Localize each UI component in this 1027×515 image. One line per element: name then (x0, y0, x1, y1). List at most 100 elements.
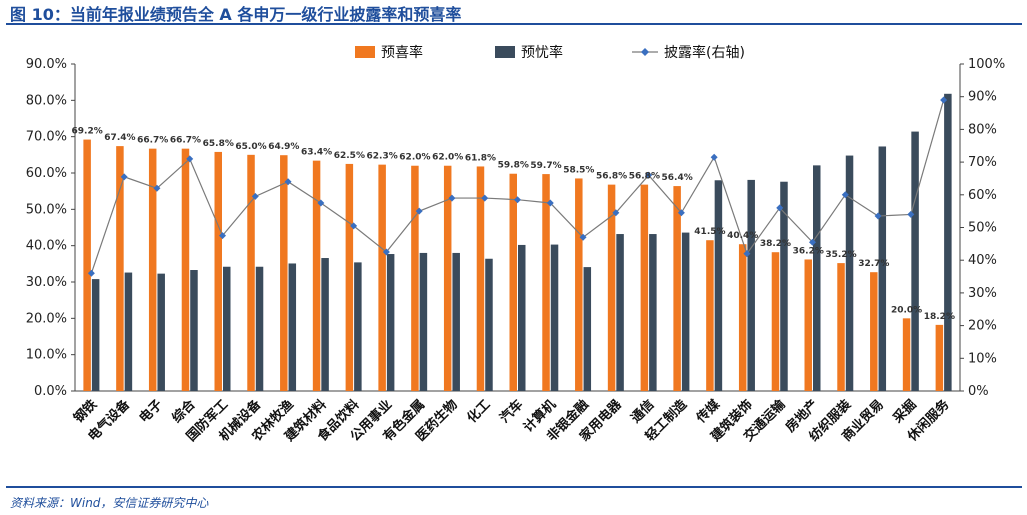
point-pilu (907, 210, 915, 218)
bar-youyou (485, 258, 493, 391)
bar-yuxi (411, 165, 419, 391)
bar-youyou (419, 252, 428, 391)
bar-youyou (681, 232, 690, 391)
point-pilu (940, 96, 948, 104)
legend-label-pilu: 披露率(右轴) (664, 44, 745, 61)
bar-yuxi (870, 272, 878, 391)
legend-swatch-pilu-marker (641, 48, 649, 56)
point-pilu (350, 222, 358, 230)
bar-yuxi (116, 146, 124, 391)
bar-youyou (583, 267, 592, 391)
data-label-yuxi: 61.8% (465, 153, 496, 163)
bar-yuxi (935, 324, 944, 391)
bar-yuxi (312, 160, 321, 391)
category-label: 通信 (628, 397, 658, 427)
y-right-tick-label: 0% (968, 384, 989, 399)
point-pilu (219, 232, 226, 240)
point-pilu (776, 204, 784, 212)
y-right-tick-label: 20% (968, 319, 997, 334)
bar-yuxi (738, 244, 747, 391)
source-note: 资料来源：Wind，安信证券研究中心 (10, 496, 209, 510)
point-pilu (153, 184, 161, 192)
data-label-yuxi: 69.2% (72, 127, 103, 137)
data-label-yuxi: 66.7% (137, 136, 168, 146)
bar-youyou (845, 155, 854, 391)
bar-youyou (550, 244, 559, 391)
point-pilu (677, 209, 685, 217)
bar-yuxi (804, 259, 812, 391)
bar-yuxi (902, 318, 911, 391)
data-label-yuxi: 67.4% (104, 133, 135, 143)
bar-youyou (518, 244, 526, 391)
point-pilu (579, 233, 587, 241)
bar-youyou (91, 279, 100, 391)
point-pilu (284, 178, 292, 186)
point-pilu (841, 191, 849, 199)
data-label-yuxi: 56.8% (629, 172, 660, 182)
bar-yuxi (673, 186, 681, 391)
legend-label-yuxi: 预喜率 (381, 44, 423, 61)
bar-yuxi (214, 151, 222, 391)
y-right-tick-label: 30% (968, 286, 997, 301)
bar-yuxi (542, 174, 550, 391)
chart-data-labels: 69.2%67.4% 66.7% 66.7% 65.8% 65.0% 64.9%63.4%… (72, 127, 955, 322)
legend-label-youyou: 预忧率 (521, 44, 563, 61)
data-label-yuxi: 59.7% (530, 161, 561, 171)
bar-youyou (354, 262, 362, 391)
bar-youyou (780, 181, 788, 391)
data-label-yuxi: 40.4% (727, 231, 758, 241)
data-label-yuxi: 64.9% (268, 142, 299, 152)
figure-title: 图 10：当前年报业绩预告全 A 各申万一级行业披露率和预喜率 (10, 5, 462, 24)
point-pilu (809, 238, 816, 246)
data-label-yuxi: 20.0% (891, 305, 922, 315)
data-label-yuxi: 65.0% (235, 142, 266, 152)
bar-yuxi (476, 166, 485, 391)
point-pilu (612, 209, 620, 217)
point-pilu (645, 171, 653, 179)
chart-legend: 预喜率 预忧率 披露率(右轴) (355, 44, 745, 61)
y-left-tick-label: 80.0% (26, 93, 67, 108)
bar-youyou (944, 93, 952, 391)
category-label: 汽车 (497, 397, 527, 427)
bar-yuxi (181, 148, 190, 391)
bar-yuxi (607, 184, 616, 391)
data-label-yuxi: 56.4% (662, 173, 693, 183)
chart-bars (83, 93, 952, 391)
bar-youyou (223, 266, 231, 391)
data-label-yuxi: 62.3% (367, 152, 398, 162)
bar-yuxi (771, 252, 780, 391)
y-left-tick-label: 60.0% (26, 166, 67, 181)
bar-yuxi (247, 154, 255, 391)
y-right-tick-label: 80% (968, 122, 997, 137)
point-pilu (743, 250, 751, 258)
y-right-tick-label: 100% (968, 57, 1005, 72)
bar-yuxi (148, 148, 157, 391)
y-right-tick-label: 60% (968, 188, 997, 203)
bar-yuxi (280, 155, 288, 391)
y-left-tick-label: 30.0% (26, 275, 67, 290)
point-pilu (514, 196, 521, 204)
bar-yuxi (345, 163, 354, 391)
point-pilu (481, 194, 489, 202)
bar-youyou (911, 131, 919, 391)
bar-yuxi (378, 164, 386, 391)
bar-yuxi (509, 173, 517, 391)
category-label: 电子 (136, 397, 166, 427)
y-left-tick-label: 40.0% (26, 239, 67, 254)
category-label: 综合 (169, 396, 199, 426)
bar-yuxi (837, 263, 845, 391)
bar-youyou (255, 266, 264, 391)
data-label-yuxi: 65.8% (203, 139, 234, 149)
legend-swatch-youyou (495, 46, 515, 58)
data-label-yuxi: 38.2% (760, 239, 791, 249)
data-label-yuxi: 36.2% (793, 246, 824, 256)
bar-youyou (878, 146, 887, 391)
data-label-yuxi: 32.7% (858, 259, 889, 269)
point-pilu (874, 212, 882, 220)
bar-youyou (714, 180, 723, 391)
point-pilu (415, 207, 423, 215)
bar-yuxi (706, 240, 714, 391)
point-pilu (251, 192, 259, 200)
y-right-tick-label: 70% (968, 155, 997, 170)
